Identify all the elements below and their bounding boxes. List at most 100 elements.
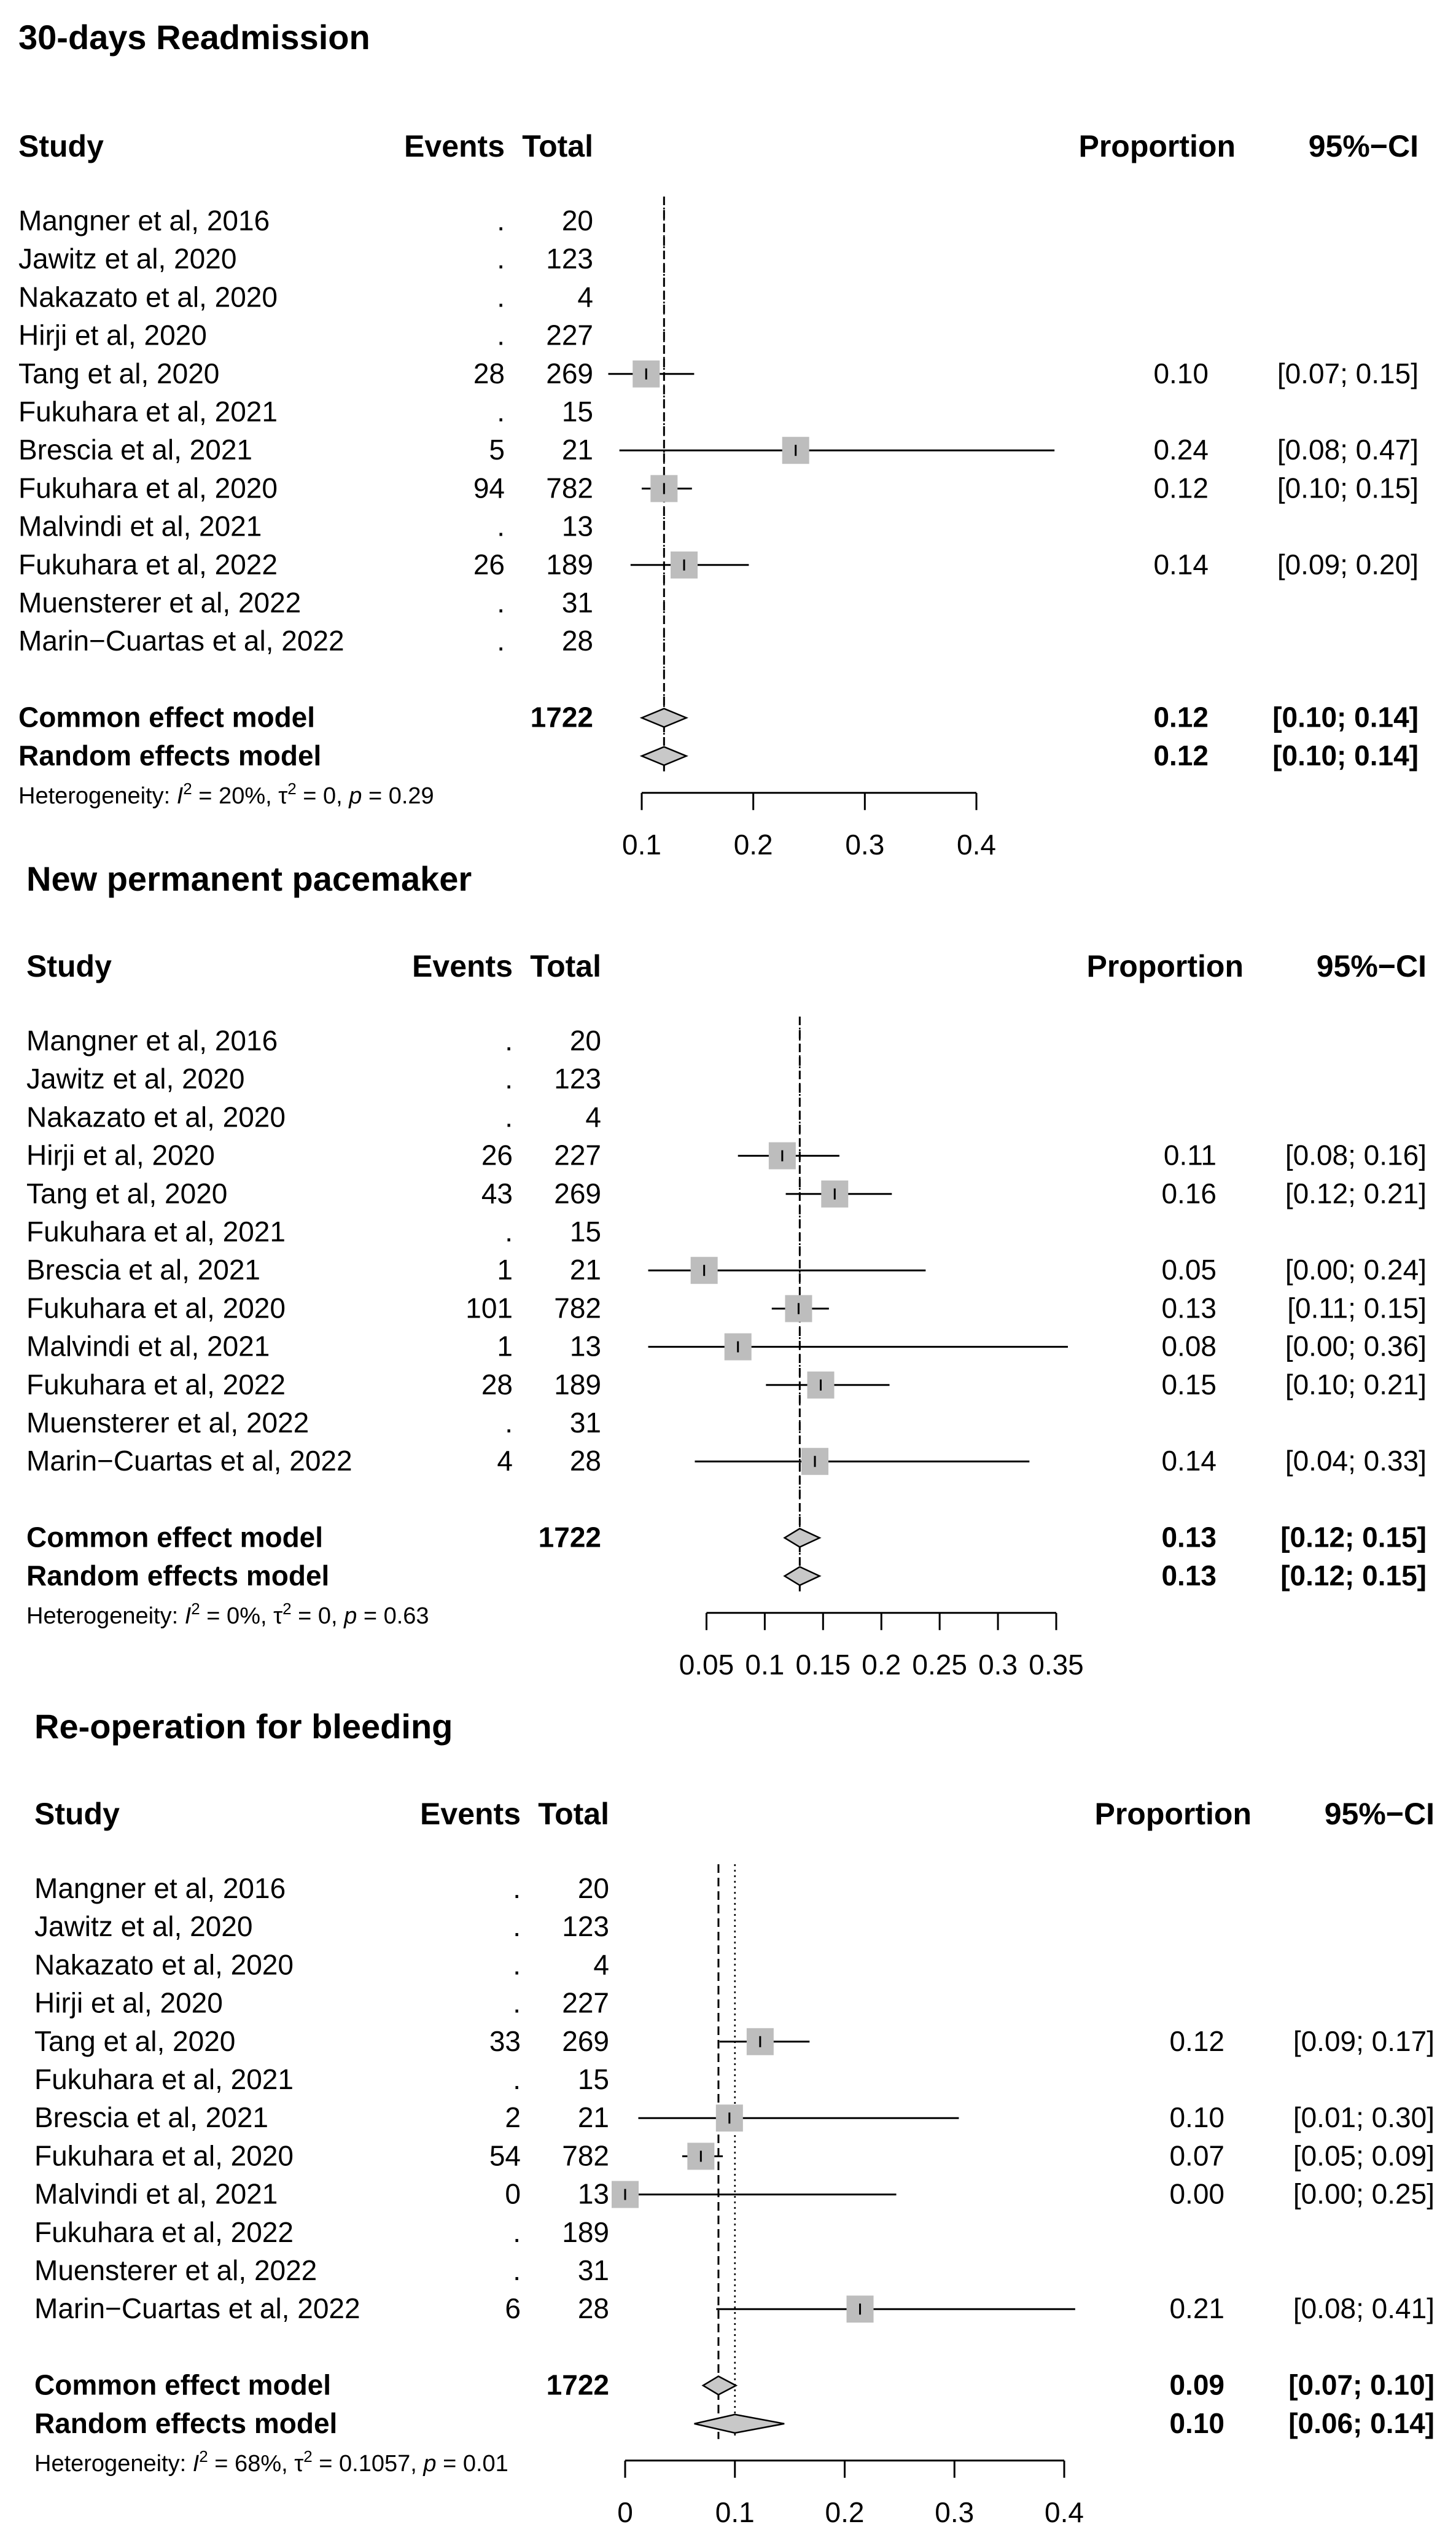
common-effect-diamond	[701, 2375, 738, 2396]
study-ci: [0.04; 0.33]	[1285, 1445, 1427, 1477]
study-proportion: 0.05	[1161, 1254, 1217, 1286]
study-events: 94	[473, 472, 505, 504]
random-effects-proportion: 0.12	[1153, 740, 1209, 771]
common-effect-ci: [0.10; 0.14]	[1272, 701, 1419, 733]
study-proportion: 0.14	[1161, 1445, 1217, 1477]
study-total: 269	[562, 2025, 609, 2057]
study-total: 4	[593, 1948, 609, 1980]
study-events: 1	[497, 1254, 513, 1286]
common-effect-total: 1722	[531, 701, 593, 733]
x-tick-label: 0.3	[978, 1649, 1018, 1681]
study-events: .	[497, 587, 505, 619]
common-effect-label: Common effect model	[18, 701, 315, 733]
study-ci: [0.05; 0.09]	[1293, 2139, 1435, 2171]
header-events: Events	[420, 1797, 521, 1831]
study-events: .	[497, 243, 505, 275]
x-tick-label: 0	[617, 2496, 633, 2528]
study-label: Muensterer et al, 2022	[18, 587, 301, 619]
study-events: .	[513, 1872, 521, 1904]
study-total: 782	[554, 1292, 601, 1324]
x-tick-label: 0.15	[796, 1649, 851, 1681]
common-effect-total: 1722	[547, 2369, 609, 2401]
study-events: 43	[481, 1178, 513, 1209]
study-total: 123	[562, 1910, 609, 1942]
study-events: .	[513, 2063, 521, 2095]
study-total: 4	[577, 281, 593, 313]
x-tick-label: 0.2	[825, 2496, 865, 2528]
study-label: Marin−Cuartas et al, 2022	[18, 625, 345, 657]
study-total: 28	[578, 2292, 609, 2324]
study-events: 101	[465, 1292, 513, 1324]
header-ci: 95%−CI	[1309, 129, 1419, 163]
study-events: 28	[481, 1369, 513, 1400]
study-events: .	[513, 1987, 521, 2019]
study-total: 31	[570, 1407, 601, 1439]
study-ci: [0.09; 0.20]	[1277, 549, 1419, 580]
study-total: 20	[570, 1025, 601, 1057]
study-label: Hirji et al, 2020	[18, 319, 207, 351]
study-total: 269	[554, 1178, 601, 1209]
study-total: 21	[578, 2101, 609, 2133]
panel-title: 30-days Readmission	[18, 18, 370, 57]
random-effects-label: Random effects model	[18, 740, 321, 771]
study-label: Mangner et al, 2016	[26, 1025, 278, 1057]
study-events: .	[513, 2254, 521, 2286]
common-effect-proportion: 0.13	[1161, 1522, 1217, 1553]
study-label: Nakazato et al, 2020	[34, 1948, 294, 1980]
random-effects-diamond	[639, 746, 688, 767]
study-label: Hirji et al, 2020	[34, 1987, 223, 2019]
header-ci: 95%−CI	[1317, 949, 1427, 983]
study-proportion: 0.10	[1169, 2101, 1224, 2133]
study-events: .	[497, 625, 505, 657]
common-effect-label: Common effect model	[26, 1522, 323, 1553]
heterogeneity-text: Heterogeneity: I2 = 0%, τ2 = 0, p = 0.63	[26, 1600, 429, 1629]
study-total: 21	[570, 1254, 601, 1286]
study-events: 26	[481, 1139, 513, 1171]
study-events: 4	[497, 1445, 513, 1477]
study-events: 6	[505, 2292, 521, 2324]
study-total: 28	[562, 625, 593, 657]
header-total: Total	[538, 1797, 609, 1831]
header-events: Events	[404, 129, 505, 163]
panel-title: New permanent pacemaker	[26, 859, 472, 898]
study-total: 13	[578, 2178, 609, 2210]
study-label: Brescia et al, 2021	[34, 2101, 268, 2133]
study-events: .	[497, 319, 505, 351]
study-events: 2	[505, 2101, 521, 2133]
header-events: Events	[412, 949, 513, 983]
heterogeneity-text: Heterogeneity: I2 = 20%, τ2 = 0, p = 0.2…	[18, 779, 434, 809]
header-proportion: Proportion	[1094, 1797, 1252, 1831]
header-study: Study	[26, 949, 112, 983]
study-ci: [0.00; 0.36]	[1285, 1330, 1427, 1362]
study-proportion: 0.10	[1153, 357, 1209, 389]
study-events: 26	[473, 549, 505, 580]
random-effects-label: Random effects model	[34, 2407, 337, 2439]
x-tick-label: 0.1	[745, 1649, 784, 1681]
study-events: .	[497, 510, 505, 542]
random-effects-proportion: 0.13	[1161, 1560, 1217, 1592]
x-tick-label: 0.2	[734, 829, 773, 861]
header-proportion: Proportion	[1078, 129, 1236, 163]
header-total: Total	[530, 949, 601, 983]
study-label: Jawitz et al, 2020	[34, 1910, 252, 1942]
x-tick-label: 0.05	[679, 1649, 734, 1681]
header-total: Total	[522, 129, 593, 163]
study-total: 189	[562, 2216, 609, 2248]
study-label: Fukuhara et al, 2022	[34, 2216, 294, 2248]
study-label: Fukuhara et al, 2022	[26, 1369, 286, 1400]
study-events: 33	[489, 2025, 521, 2057]
study-proportion: 0.14	[1153, 549, 1209, 580]
study-label: Fukuhara et al, 2020	[34, 2139, 294, 2171]
x-tick-label: 0.2	[862, 1649, 901, 1681]
study-ci: [0.07; 0.15]	[1277, 357, 1419, 389]
x-tick-label: 0.1	[715, 2496, 755, 2528]
study-total: 13	[562, 510, 593, 542]
x-tick-label: 0.1	[622, 829, 661, 861]
random-effects-label: Random effects model	[26, 1560, 329, 1592]
header-proportion: Proportion	[1086, 949, 1244, 983]
study-total: 15	[570, 1216, 601, 1248]
study-events: .	[497, 281, 505, 313]
random-effects-ci: [0.10; 0.14]	[1272, 740, 1419, 771]
study-total: 123	[554, 1063, 601, 1095]
study-ci: [0.01; 0.30]	[1293, 2101, 1435, 2133]
